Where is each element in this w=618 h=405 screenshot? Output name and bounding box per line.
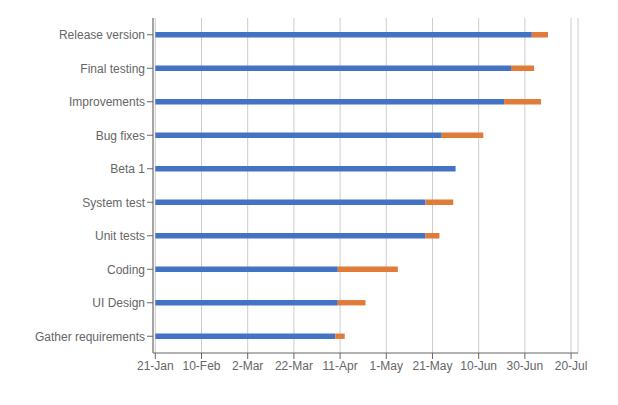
svg-text:Beta 1: Beta 1 bbox=[110, 162, 145, 176]
svg-text:Final testing: Final testing bbox=[80, 62, 145, 76]
svg-text:22-Mar: 22-Mar bbox=[275, 359, 313, 373]
svg-text:1-May: 1-May bbox=[370, 359, 403, 373]
svg-text:10-Feb: 10-Feb bbox=[182, 359, 220, 373]
svg-text:Improvements: Improvements bbox=[69, 95, 145, 109]
svg-text:30-Jun: 30-Jun bbox=[507, 359, 544, 373]
svg-text:2-Mar: 2-Mar bbox=[232, 359, 263, 373]
svg-text:Coding: Coding bbox=[107, 263, 145, 277]
svg-text:21-May: 21-May bbox=[412, 359, 452, 373]
svg-text:Release version: Release version bbox=[59, 28, 145, 42]
svg-text:System test: System test bbox=[82, 196, 145, 210]
svg-text:11-Apr: 11-Apr bbox=[323, 359, 358, 373]
svg-text:UI Design: UI Design bbox=[92, 296, 145, 310]
svg-text:20-Jul: 20-Jul bbox=[555, 359, 588, 373]
svg-text:Unit tests: Unit tests bbox=[95, 229, 145, 243]
svg-text:Gather requirements: Gather requirements bbox=[35, 330, 145, 344]
svg-text:10-Jun: 10-Jun bbox=[460, 359, 497, 373]
svg-text:Bug fixes: Bug fixes bbox=[96, 129, 145, 143]
svg-text:21-Jan: 21-Jan bbox=[137, 359, 174, 373]
